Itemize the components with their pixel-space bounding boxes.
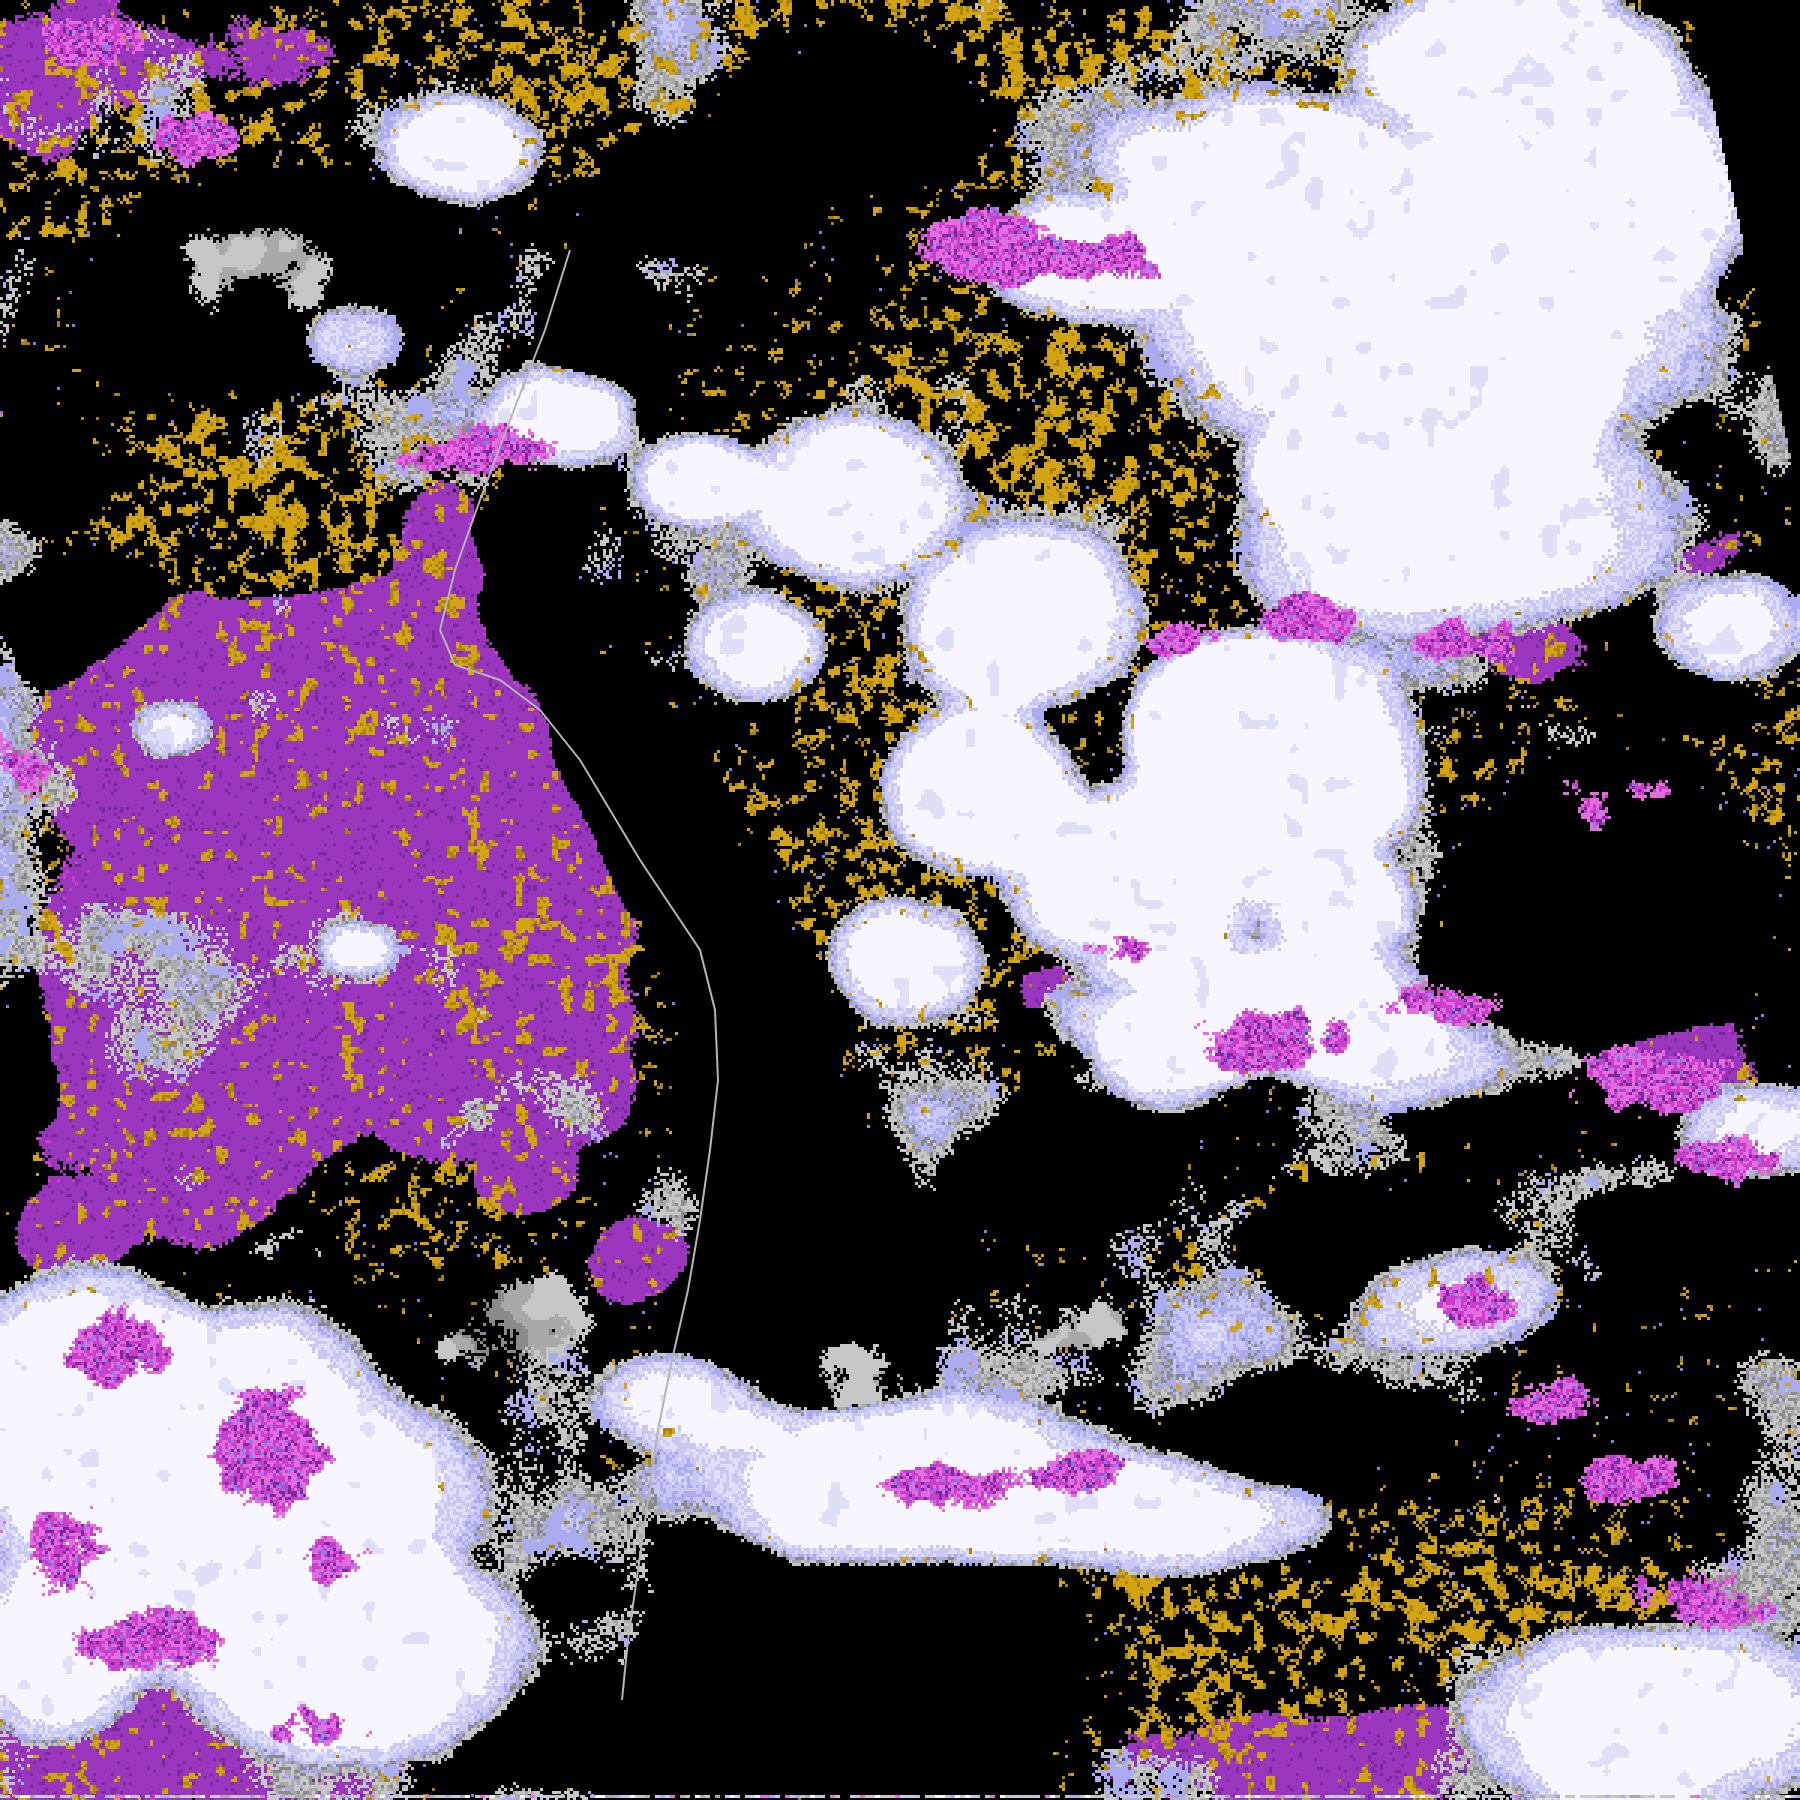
satellite-image [0, 0, 1800, 1800]
false-color-satellite-canvas [0, 0, 1800, 1800]
